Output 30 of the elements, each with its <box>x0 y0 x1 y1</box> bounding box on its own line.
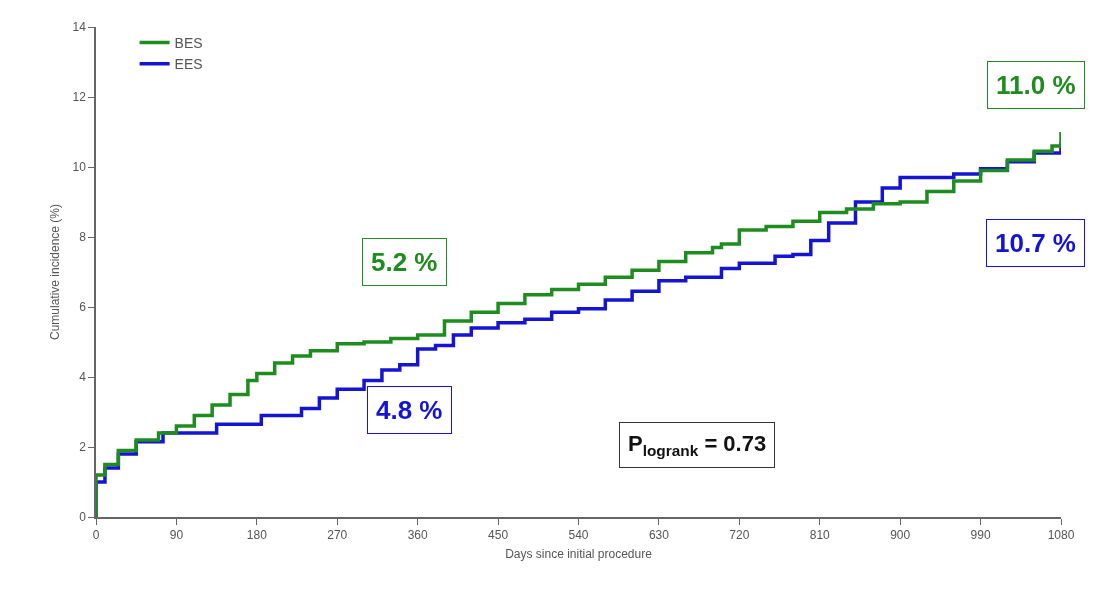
y-tick-label: 4 <box>79 370 87 385</box>
annotation: P$_{logrank}$ = 0.73 <box>628 431 767 459</box>
x-axis-title: Days since initial procedure <box>505 546 653 561</box>
x-tick-label: 360 <box>407 528 428 543</box>
x-tick-label: 0 <box>92 528 100 543</box>
legend-label: BES <box>174 35 203 52</box>
y-axis-title: Cumulative incidence (%) <box>48 203 63 341</box>
x-tick-label: 180 <box>246 528 268 543</box>
y-tick-label: 12 <box>72 90 87 105</box>
legend-label: EES <box>174 56 203 73</box>
y-tick-label: 2 <box>79 440 87 455</box>
x-tick-label: 900 <box>890 528 911 543</box>
x-tick-label: 630 <box>648 528 670 543</box>
annotation: 11.0 % <box>996 70 1076 100</box>
x-tick-label: 810 <box>809 528 831 543</box>
y-tick-label: 10 <box>72 160 87 175</box>
annotation: 4.8 % <box>376 395 443 425</box>
y-tick-label: 6 <box>79 300 87 315</box>
annotation: 5.2 % <box>371 247 438 277</box>
y-tick-label: 8 <box>79 230 87 245</box>
x-tick-label: 450 <box>488 528 509 543</box>
x-tick-label: 90 <box>169 528 184 543</box>
x-tick-label: 1080 <box>1047 528 1075 543</box>
x-tick-label: 990 <box>970 528 991 543</box>
y-tick-label: 0 <box>79 510 87 525</box>
annotation: 10.7 % <box>995 228 1076 258</box>
x-tick-label: 540 <box>568 528 589 543</box>
y-tick-label: 14 <box>72 20 87 35</box>
x-tick-label: 720 <box>729 528 750 543</box>
x-tick-label: 270 <box>327 528 348 543</box>
